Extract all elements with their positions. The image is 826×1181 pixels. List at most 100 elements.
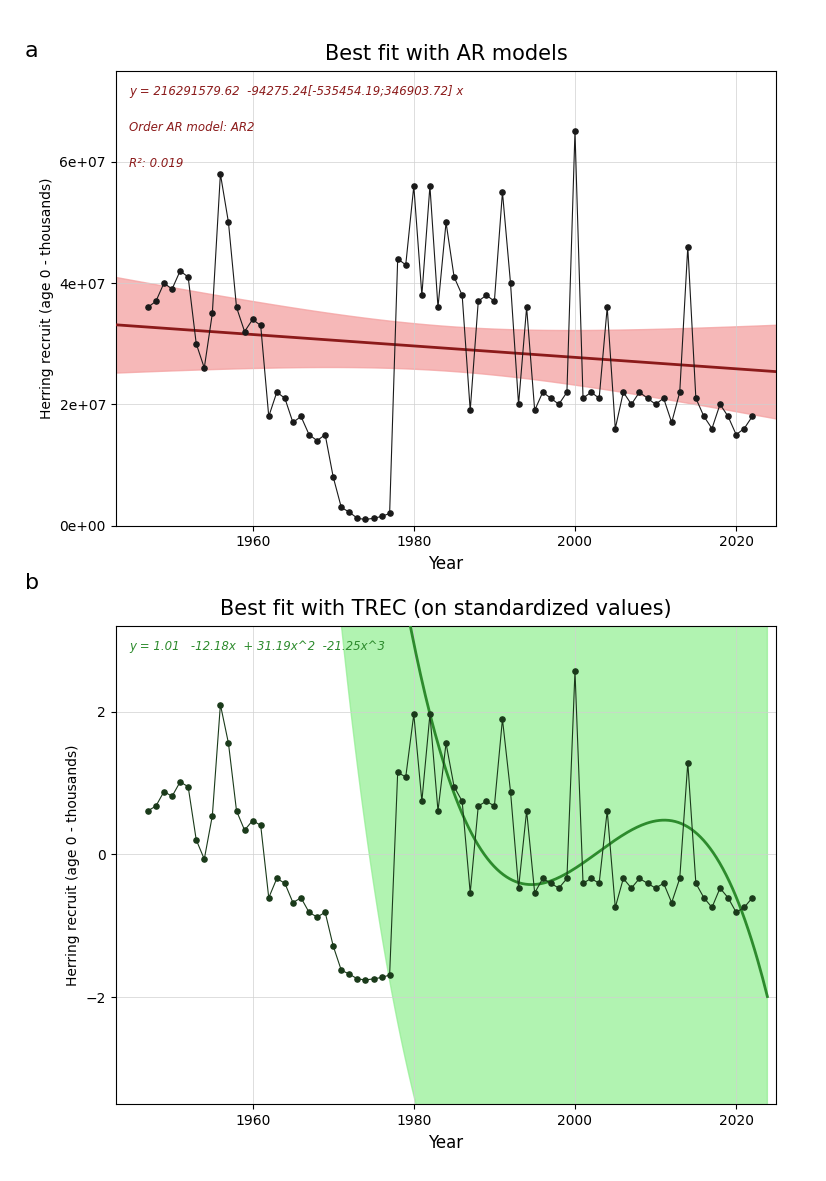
Point (488, 292, 501, 311)
Point (601, 802, 614, 821)
Point (649, 394, 662, 413)
Point (222, 213, 235, 231)
Point (601, 298, 614, 317)
Point (439, 213, 453, 231)
Point (746, 407, 759, 426)
X-axis label: Year: Year (429, 555, 463, 573)
Point (480, 286, 493, 305)
Point (254, 816, 268, 835)
Point (617, 383, 630, 402)
X-axis label: Year: Year (429, 1134, 463, 1151)
Point (512, 879, 525, 898)
Point (278, 874, 292, 893)
Point (681, 753, 695, 772)
Text: b: b (25, 573, 39, 593)
Point (729, 425, 743, 444)
Y-axis label: Herring recruit (age 0 - thousands): Herring recruit (age 0 - thousands) (66, 744, 80, 986)
Y-axis label: Herring recruit (age 0 - thousands): Herring recruit (age 0 - thousands) (40, 177, 54, 419)
Point (375, 507, 388, 526)
Point (641, 389, 654, 407)
Text: a: a (25, 41, 38, 61)
Point (326, 937, 339, 955)
Point (358, 510, 372, 529)
Point (423, 705, 436, 724)
Point (714, 879, 727, 898)
Point (488, 796, 501, 815)
Point (399, 255, 412, 274)
Point (665, 893, 678, 912)
Point (456, 286, 469, 305)
Point (544, 874, 558, 893)
Point (262, 407, 275, 426)
Point (351, 509, 364, 528)
Point (617, 869, 630, 888)
Point (456, 791, 469, 810)
Point (592, 874, 605, 893)
Point (358, 971, 372, 990)
Point (262, 888, 275, 907)
Point (697, 407, 710, 426)
Point (746, 888, 759, 907)
Point (415, 286, 429, 305)
Point (649, 879, 662, 898)
Title: Best fit with TREC (on standardized values): Best fit with TREC (on standardized valu… (221, 599, 672, 619)
Point (568, 122, 582, 141)
Point (665, 413, 678, 432)
Point (738, 419, 751, 438)
Point (560, 383, 573, 402)
Point (302, 902, 316, 921)
Point (383, 966, 396, 985)
Point (182, 777, 195, 796)
Point (536, 869, 549, 888)
Point (367, 970, 380, 988)
Point (609, 898, 622, 916)
Point (577, 389, 590, 407)
Point (472, 796, 485, 815)
Point (190, 830, 203, 849)
Point (697, 888, 710, 907)
Point (528, 883, 541, 902)
Point (407, 177, 420, 196)
Point (714, 394, 727, 413)
Point (624, 394, 638, 413)
Point (553, 394, 566, 413)
Point (287, 893, 300, 912)
Point (246, 309, 259, 328)
Point (553, 879, 566, 898)
Point (197, 359, 211, 378)
Point (681, 237, 695, 256)
Point (343, 503, 356, 522)
Point (512, 394, 525, 413)
Point (528, 400, 541, 419)
Point (230, 298, 243, 317)
Point (689, 874, 702, 893)
Point (657, 389, 670, 407)
Point (165, 280, 178, 299)
Point (472, 292, 485, 311)
Point (319, 902, 332, 921)
Point (391, 763, 404, 782)
Point (480, 791, 493, 810)
Point (520, 802, 534, 821)
Point (206, 304, 219, 322)
Point (463, 400, 477, 419)
Point (294, 407, 307, 426)
Point (214, 696, 227, 715)
Point (496, 710, 509, 729)
Point (270, 383, 283, 402)
Point (729, 902, 743, 921)
Point (738, 898, 751, 916)
Point (141, 298, 154, 317)
Point (158, 274, 171, 293)
Point (544, 389, 558, 407)
Point (568, 661, 582, 680)
Point (287, 413, 300, 432)
Point (520, 298, 534, 317)
Point (585, 869, 598, 888)
Point (375, 968, 388, 987)
Point (641, 874, 654, 893)
Point (689, 389, 702, 407)
Point (150, 796, 163, 815)
Point (326, 468, 339, 487)
Point (399, 768, 412, 787)
